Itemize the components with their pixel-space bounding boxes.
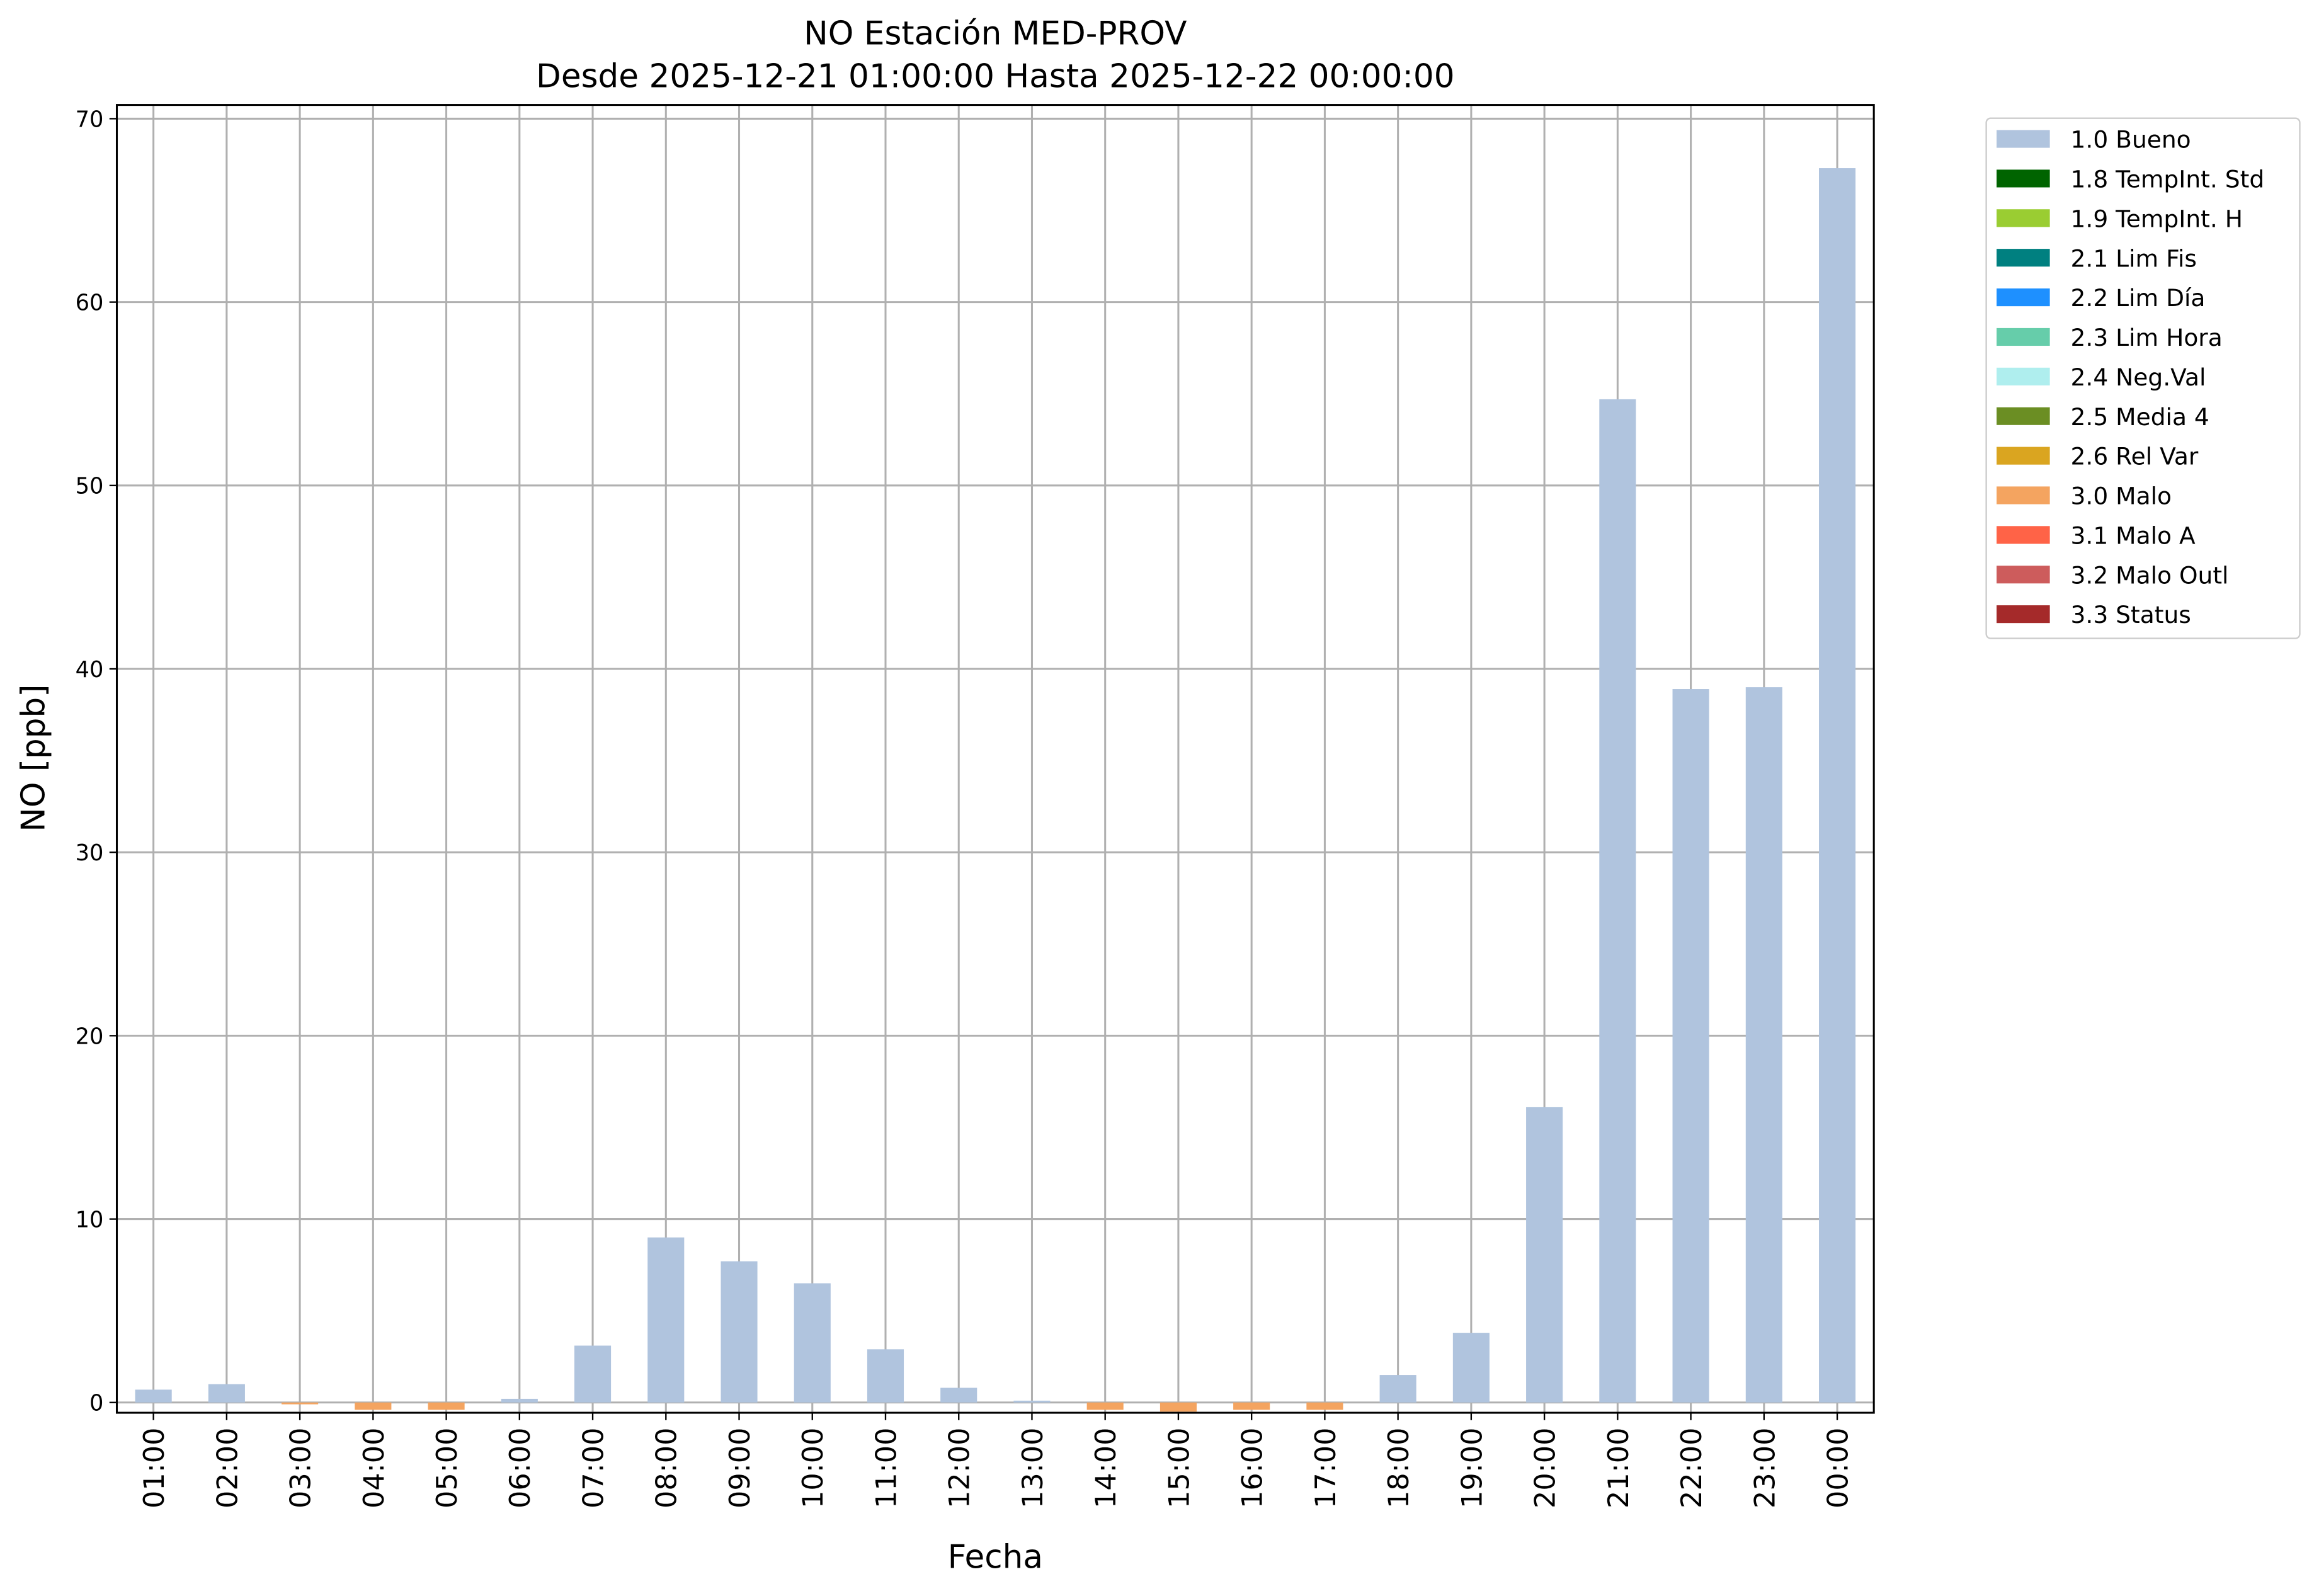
y-tick-label: 40 — [76, 657, 104, 683]
x-tick-label: 17:00 — [1309, 1428, 1342, 1508]
y-tick-label: 20 — [76, 1023, 104, 1049]
bar — [1672, 689, 1709, 1403]
x-axis-label: Fecha — [948, 1538, 1043, 1576]
x-tick-label: 05:00 — [431, 1428, 464, 1508]
bar — [1526, 1107, 1563, 1403]
bar — [282, 1402, 319, 1405]
x-tick-label: 14:00 — [1090, 1428, 1122, 1508]
x-tick-label: 20:00 — [1529, 1428, 1562, 1508]
legend-label: 1.9 TempInt. H — [2071, 205, 2243, 232]
y-tick-label: 10 — [76, 1207, 104, 1233]
y-axis-label: NO [ppb] — [14, 685, 52, 832]
y-tick-label: 60 — [76, 290, 104, 316]
bar — [1160, 1402, 1197, 1412]
x-tick-label: 04:00 — [358, 1428, 390, 1508]
bar — [574, 1345, 612, 1403]
x-tick-label: 19:00 — [1456, 1428, 1488, 1508]
bar — [1306, 1402, 1343, 1410]
bar — [1086, 1402, 1124, 1410]
x-tick-label: 11:00 — [870, 1428, 903, 1508]
legend-swatch — [1997, 328, 2050, 346]
legend-swatch — [1997, 566, 2050, 584]
bar — [1452, 1333, 1490, 1403]
x-tick-label: 13:00 — [1017, 1428, 1049, 1508]
bar — [135, 1389, 172, 1403]
chart-title: NO Estación MED-PROV — [804, 14, 1187, 52]
legend-label: 1.0 Bueno — [2071, 126, 2191, 154]
legend-label: 3.3 Status — [2071, 601, 2191, 629]
bar — [1379, 1375, 1416, 1403]
legend-swatch — [1997, 447, 2050, 465]
x-tick-label: 08:00 — [651, 1428, 683, 1508]
bar — [428, 1402, 465, 1410]
legend-swatch — [1997, 209, 2050, 227]
bar — [647, 1237, 685, 1403]
bar — [1745, 687, 1782, 1403]
bar — [940, 1388, 977, 1403]
x-tick-label: 02:00 — [211, 1428, 244, 1508]
bar — [1233, 1402, 1270, 1410]
legend-swatch — [1997, 367, 2050, 385]
x-tick-label: 03:00 — [285, 1428, 317, 1508]
x-tick-label: 00:00 — [1821, 1428, 1854, 1508]
x-tick-label: 09:00 — [724, 1428, 756, 1508]
x-tick-label: 01:00 — [138, 1428, 171, 1508]
legend-swatch — [1997, 130, 2050, 148]
legend-label: 2.2 Lim Día — [2071, 284, 2206, 312]
y-tick-label: 30 — [76, 840, 104, 866]
legend-swatch — [1997, 526, 2050, 544]
x-tick-label: 07:00 — [577, 1428, 610, 1508]
legend-swatch — [1997, 407, 2050, 425]
bar — [1599, 399, 1636, 1403]
legend-swatch — [1997, 288, 2050, 307]
x-tick-label: 22:00 — [1675, 1428, 1708, 1508]
legend-label: 2.1 Lim Fis — [2071, 244, 2197, 272]
x-tick-label: 12:00 — [943, 1428, 976, 1508]
legend-label: 3.2 Malo Outl — [2071, 561, 2229, 589]
legend-swatch — [1997, 486, 2050, 504]
bar — [1819, 168, 1856, 1403]
legend-label: 1.8 TempInt. Std — [2071, 166, 2265, 193]
legend-label: 2.3 Lim Hora — [2071, 324, 2223, 351]
x-tick-label: 10:00 — [797, 1428, 829, 1508]
legend-label: 3.1 Malo A — [2071, 522, 2196, 549]
legend-box — [1985, 117, 2301, 639]
x-tick-label: 18:00 — [1382, 1428, 1415, 1508]
legend-label: 2.6 Rel Var — [2071, 443, 2199, 470]
legend-swatch — [1997, 249, 2050, 267]
legend-swatch — [1997, 605, 2050, 624]
x-tick-label: 06:00 — [504, 1428, 537, 1508]
bar — [1013, 1400, 1051, 1403]
x-tick-label: 21:00 — [1602, 1428, 1635, 1508]
legend-swatch — [1997, 169, 2050, 188]
legend-label: 2.4 Neg.Val — [2071, 363, 2206, 391]
bar — [208, 1384, 245, 1403]
y-tick-label: 70 — [76, 106, 104, 132]
bar — [501, 1398, 538, 1403]
plot-frame — [115, 104, 1875, 1414]
bar — [867, 1349, 904, 1403]
chart-subtitle: Desde 2025-12-21 01:00:00 Hasta 2025-12-… — [536, 57, 1455, 95]
bar — [794, 1283, 831, 1403]
x-tick-label: 16:00 — [1236, 1428, 1269, 1508]
bar — [355, 1402, 392, 1410]
legend-label: 3.0 Malo — [2071, 482, 2172, 510]
bar — [721, 1261, 758, 1403]
y-tick-label: 0 — [89, 1391, 103, 1416]
x-tick-label: 23:00 — [1748, 1428, 1781, 1508]
y-tick-label: 50 — [76, 474, 104, 499]
legend-label: 2.5 Media 4 — [2071, 403, 2209, 431]
x-tick-label: 15:00 — [1163, 1428, 1195, 1508]
legend: 1.0 Bueno 1.8 TempInt. Std 1.9 TempInt. H 2… — [1985, 117, 2301, 639]
